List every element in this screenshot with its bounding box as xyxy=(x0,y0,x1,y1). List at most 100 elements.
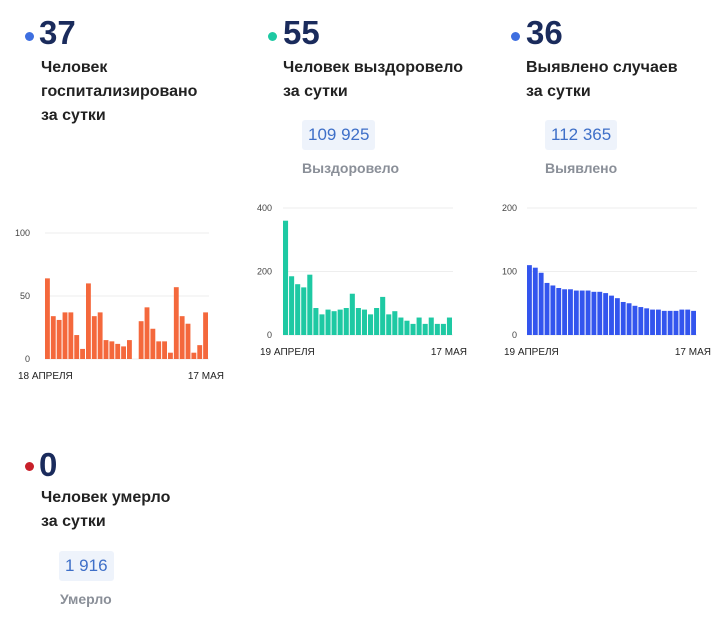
stat-desc-line-2: за сутки xyxy=(283,83,348,100)
y-tick-label: 0 xyxy=(267,330,272,340)
bar xyxy=(191,352,197,359)
y-tick-label: 50 xyxy=(20,291,30,301)
bar xyxy=(398,317,404,335)
bar xyxy=(422,323,428,335)
stat-desc-line-2: госпитализировано xyxy=(41,83,198,100)
bar xyxy=(185,323,191,359)
stat-desc-hospitalized: Человек госпитализировано за сутки xyxy=(41,56,197,128)
bar xyxy=(626,303,632,335)
stat-value-deaths: 0 xyxy=(39,446,58,483)
bar xyxy=(86,283,91,359)
bar xyxy=(404,320,410,335)
x-end-label: 17 МАЯ xyxy=(675,347,711,358)
bar xyxy=(103,340,109,359)
stat-desc-line-1: Человек xyxy=(41,59,108,76)
stat-desc-line-1: Выявлено случаев xyxy=(526,59,678,76)
bar xyxy=(428,317,434,335)
total-label-recovered: Выздоровело xyxy=(302,160,400,176)
bar xyxy=(138,321,144,359)
bar xyxy=(585,290,591,335)
stat-desc-line-2: за сутки xyxy=(41,513,106,530)
bar xyxy=(638,307,644,335)
bar xyxy=(343,308,349,335)
bar xyxy=(380,296,386,335)
bar xyxy=(597,291,603,335)
bar xyxy=(661,310,667,335)
bar xyxy=(56,319,62,359)
bar xyxy=(655,309,661,335)
bar xyxy=(319,314,325,335)
bar xyxy=(386,314,392,335)
bar xyxy=(368,314,374,335)
bar xyxy=(121,346,126,359)
bar xyxy=(410,323,416,335)
bar xyxy=(573,290,579,335)
x-end-label: 17 МАЯ xyxy=(188,371,224,382)
bar xyxy=(579,290,585,335)
bar xyxy=(109,341,115,359)
bar xyxy=(197,345,203,359)
bar xyxy=(156,341,162,359)
bar xyxy=(301,287,307,335)
bar xyxy=(307,274,313,335)
bar xyxy=(127,340,132,359)
stat-value-recovered: 55 xyxy=(283,14,320,51)
total-badge-cases: 112 365 xyxy=(545,120,618,150)
bar xyxy=(609,295,614,335)
bar xyxy=(283,220,289,335)
stat-desc-line-1: Человек выздоровело xyxy=(283,59,464,76)
bar xyxy=(603,293,609,335)
stat-dot-recovered xyxy=(268,32,277,41)
bar xyxy=(289,276,295,335)
bar xyxy=(50,316,56,359)
x-start-label: 18 АПРЕЛЯ xyxy=(18,371,73,382)
bar xyxy=(97,312,103,359)
bar xyxy=(446,317,452,335)
bar xyxy=(115,343,121,359)
bar xyxy=(527,265,532,335)
bar xyxy=(667,310,673,335)
bar xyxy=(337,309,343,335)
bar xyxy=(632,305,638,335)
bar xyxy=(650,309,655,335)
bar xyxy=(562,289,568,335)
bar xyxy=(173,287,179,359)
bar xyxy=(74,335,80,359)
bar xyxy=(673,310,679,335)
bar xyxy=(392,311,398,335)
bar xyxy=(80,348,85,359)
bar xyxy=(544,282,550,335)
bar xyxy=(355,308,361,335)
bar xyxy=(644,308,650,335)
bar xyxy=(685,309,691,335)
bar xyxy=(550,285,556,335)
bar xyxy=(532,267,538,335)
x-start-label: 19 АПРЕЛЯ xyxy=(504,347,559,358)
stat-dot-cases xyxy=(511,32,520,41)
total-badge-recovered: 109 925 xyxy=(302,120,376,150)
y-tick-label: 200 xyxy=(257,267,272,277)
bar xyxy=(568,289,573,335)
y-tick-label: 200 xyxy=(502,203,517,213)
bar xyxy=(416,317,422,335)
stat-dot-hospitalized xyxy=(25,32,34,41)
bar xyxy=(361,309,367,335)
y-tick-label: 400 xyxy=(257,203,272,213)
bar xyxy=(150,328,156,359)
bar xyxy=(295,284,301,335)
stat-desc-recovered: Человек выздоровело за сутки xyxy=(283,56,463,104)
bar xyxy=(168,352,173,359)
bar xyxy=(434,323,440,335)
bar xyxy=(313,308,319,335)
bar xyxy=(68,312,74,359)
bar xyxy=(144,307,150,359)
stat-value-hospitalized: 37 xyxy=(39,14,76,51)
bar xyxy=(374,308,380,335)
stat-dot-deaths xyxy=(25,462,34,471)
bar xyxy=(203,312,208,359)
stat-desc-line-2: за сутки xyxy=(526,83,591,100)
bar xyxy=(614,298,620,335)
y-tick-label: 0 xyxy=(512,330,517,340)
total-label-cases: Выявлено xyxy=(545,160,618,176)
